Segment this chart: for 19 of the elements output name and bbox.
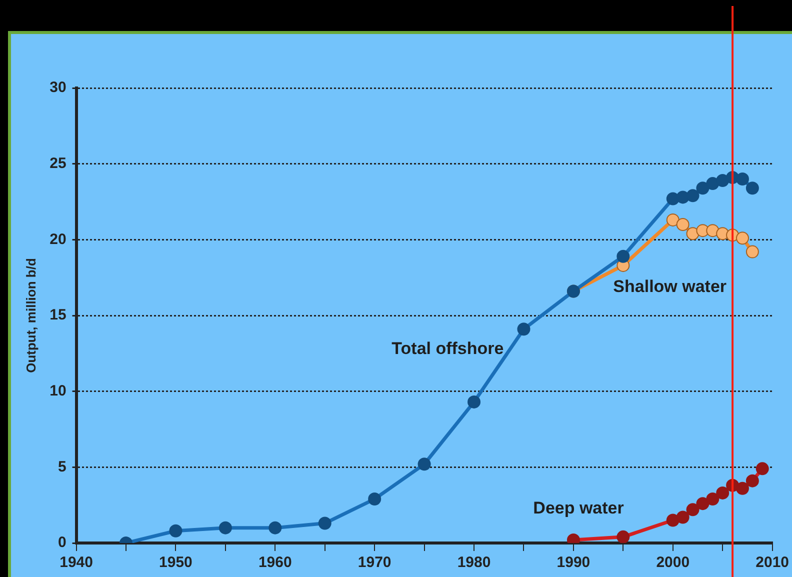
x-tick-label: 1950	[159, 554, 192, 572]
y-tick-label: 20	[50, 230, 66, 248]
y-tick-label: 10	[50, 382, 66, 400]
y-axis-title: Output, million b/d	[23, 258, 38, 373]
x-tick-label: 2010	[756, 554, 790, 572]
y-tick-label: 15	[50, 306, 66, 324]
x-tick-label: 2000	[656, 554, 690, 572]
y-tick-label: 25	[50, 154, 66, 172]
y-tick-label: 5	[58, 458, 66, 476]
y-tick-label: 0	[58, 534, 66, 552]
series-label: Shallow water	[613, 277, 727, 296]
series-label: Total offshore	[392, 338, 504, 358]
series-label: Deep water	[533, 498, 624, 518]
y-tick-label: 30	[50, 79, 66, 96]
x-tick-label: 1980	[457, 554, 491, 572]
x-tick-label: 1960	[258, 554, 292, 572]
x-tick-label: 1990	[556, 554, 590, 572]
x-tick-label: 1970	[358, 554, 392, 572]
x-tick-label: 1940	[60, 554, 93, 572]
